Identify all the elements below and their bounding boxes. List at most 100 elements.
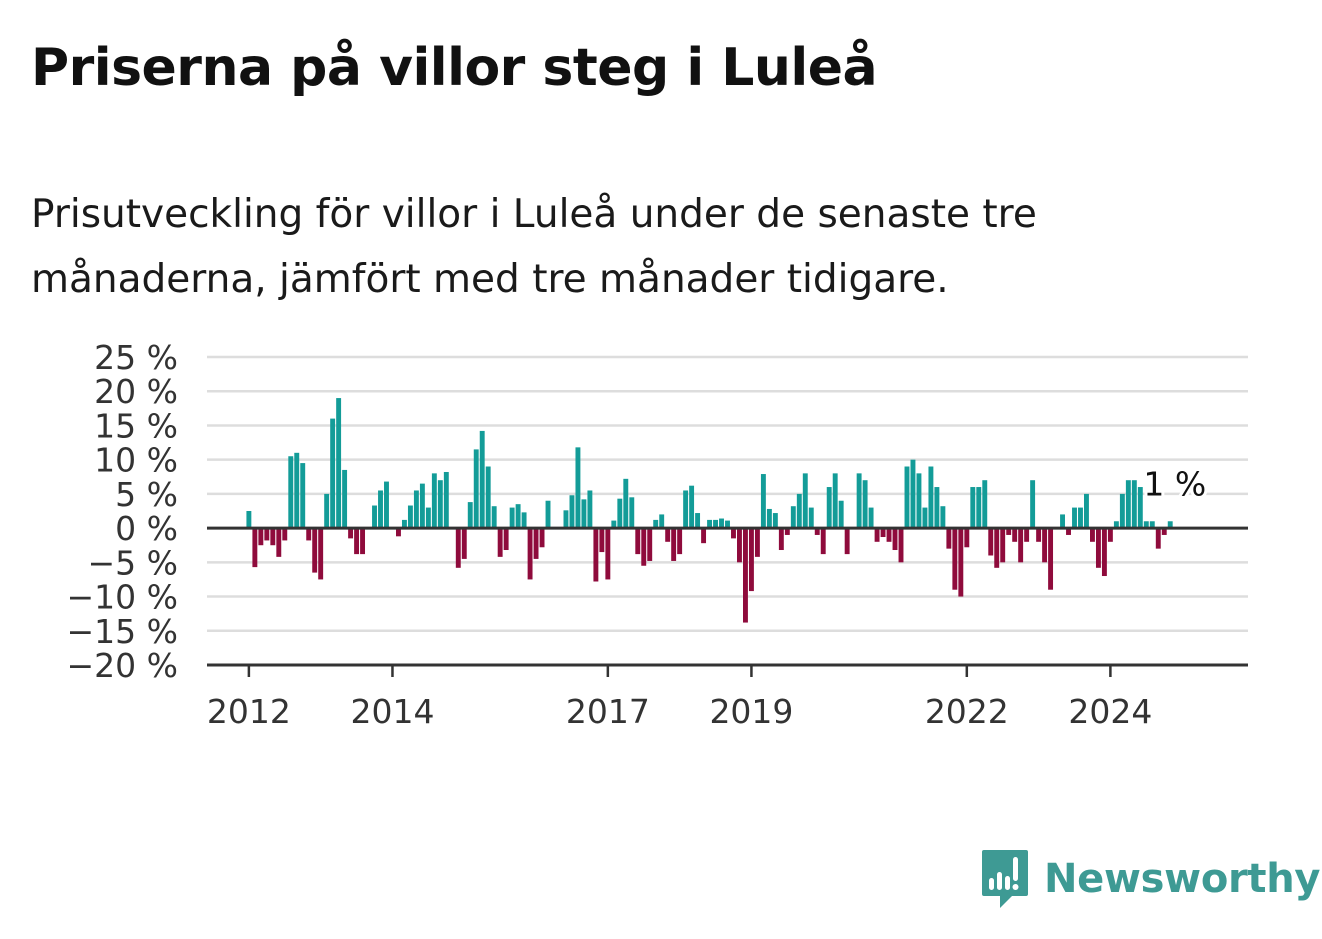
bar bbox=[701, 528, 707, 544]
bar bbox=[964, 528, 970, 548]
bar bbox=[653, 519, 659, 529]
bar bbox=[766, 508, 772, 529]
bar bbox=[922, 507, 928, 529]
bar bbox=[413, 490, 419, 529]
bar bbox=[569, 495, 575, 529]
bar bbox=[593, 528, 599, 582]
bar bbox=[485, 466, 491, 529]
bar bbox=[719, 518, 724, 529]
bar bbox=[671, 528, 677, 561]
bar bbox=[396, 528, 401, 537]
bar bbox=[731, 528, 736, 539]
bar bbox=[856, 473, 862, 529]
bar bbox=[976, 487, 982, 529]
bar bbox=[1113, 521, 1119, 529]
y-tick-label: 15 % bbox=[94, 406, 178, 445]
bar bbox=[509, 507, 515, 529]
bar bbox=[934, 487, 940, 529]
bar bbox=[1161, 528, 1167, 535]
bar bbox=[581, 499, 587, 529]
bar bbox=[288, 456, 294, 529]
bar bbox=[1060, 514, 1065, 529]
bar bbox=[545, 500, 551, 529]
bar bbox=[904, 466, 910, 529]
bar bbox=[940, 506, 946, 529]
y-tick-label: 0 % bbox=[115, 509, 178, 548]
bar bbox=[1078, 507, 1083, 529]
bar bbox=[689, 485, 695, 529]
bar bbox=[372, 505, 377, 529]
bar bbox=[952, 528, 958, 590]
y-tick-label: 25 % bbox=[94, 338, 178, 377]
bar bbox=[623, 478, 629, 529]
bar bbox=[790, 506, 796, 529]
bar bbox=[1000, 528, 1006, 563]
bar bbox=[563, 510, 569, 529]
bar bbox=[282, 528, 288, 541]
bar bbox=[1048, 528, 1054, 590]
x-tick-label: 2019 bbox=[709, 692, 793, 731]
bar bbox=[760, 474, 766, 529]
bar bbox=[1107, 528, 1113, 542]
brand-name: Newsworthy bbox=[1044, 856, 1321, 902]
bar bbox=[455, 528, 461, 568]
x-tick-label: 2012 bbox=[207, 692, 291, 731]
bar bbox=[461, 528, 467, 559]
bar bbox=[1006, 528, 1012, 535]
bar bbox=[910, 459, 916, 529]
chart-title: Priserna på villor steg i Luleå bbox=[31, 38, 878, 98]
bar bbox=[748, 528, 754, 592]
bar bbox=[814, 528, 820, 535]
bar bbox=[252, 528, 258, 568]
bar bbox=[659, 514, 665, 529]
bar bbox=[886, 528, 892, 542]
bar bbox=[431, 473, 437, 529]
bar bbox=[611, 520, 617, 529]
newsworthy-logo-icon bbox=[982, 850, 1028, 908]
bar bbox=[1072, 507, 1077, 529]
bar bbox=[503, 528, 509, 551]
bar bbox=[515, 504, 521, 529]
bar bbox=[294, 452, 300, 529]
bar bbox=[970, 487, 976, 529]
bar bbox=[348, 528, 354, 539]
bar bbox=[916, 473, 922, 529]
bar bbox=[467, 502, 473, 529]
bar bbox=[605, 528, 611, 580]
bar bbox=[1119, 493, 1125, 529]
bar bbox=[1012, 528, 1018, 542]
bar bbox=[312, 528, 318, 573]
bar bbox=[497, 528, 503, 557]
bar bbox=[946, 528, 952, 549]
bar bbox=[1143, 521, 1149, 529]
newsworthy-logo: Newsworthy bbox=[980, 848, 1321, 910]
bar bbox=[641, 528, 647, 566]
bar bbox=[778, 528, 784, 551]
bar bbox=[354, 528, 360, 555]
bar bbox=[491, 506, 497, 529]
bar bbox=[258, 528, 264, 546]
bar bbox=[826, 487, 832, 529]
bar bbox=[1084, 493, 1089, 529]
bar bbox=[695, 513, 701, 529]
bar bbox=[874, 528, 880, 542]
bar bbox=[437, 480, 443, 529]
bar bbox=[527, 528, 533, 580]
bar bbox=[1131, 480, 1137, 529]
bar bbox=[844, 528, 850, 555]
bar bbox=[407, 505, 413, 529]
bar bbox=[838, 500, 844, 529]
bar bbox=[832, 473, 838, 529]
bar bbox=[677, 528, 683, 555]
bar bbox=[330, 418, 336, 529]
bar bbox=[988, 528, 994, 556]
bar bbox=[784, 528, 790, 535]
bar bbox=[1066, 528, 1071, 535]
y-tick-label: −5 % bbox=[88, 543, 179, 582]
bar bbox=[384, 481, 389, 529]
bar bbox=[808, 507, 814, 529]
bar bbox=[1018, 528, 1024, 563]
y-tick-label: −15 % bbox=[67, 612, 179, 651]
bar bbox=[533, 528, 539, 559]
bar bbox=[264, 528, 270, 541]
